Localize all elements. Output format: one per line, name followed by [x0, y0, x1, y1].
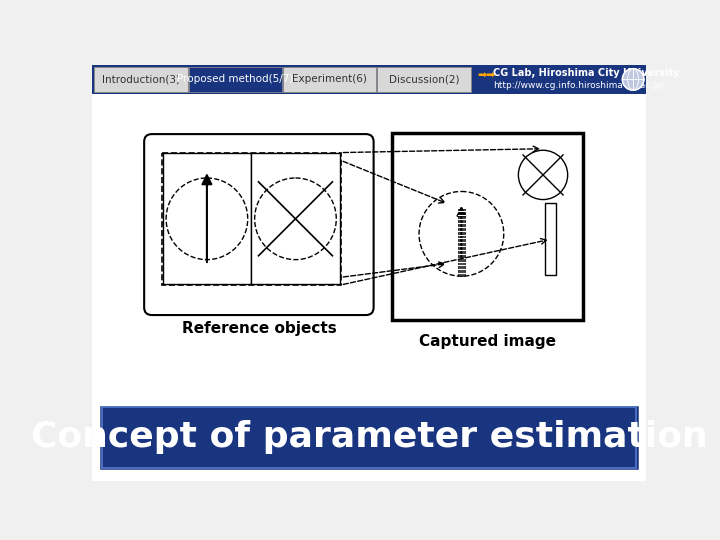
Bar	[251, 153, 340, 284]
Bar	[92, 65, 647, 94]
Text: Reference objects: Reference objects	[181, 321, 336, 336]
Bar	[392, 132, 583, 320]
Bar	[457, 209, 465, 276]
Bar	[189, 67, 282, 92]
Text: http://www.cg.info.hiroshima-cu.ac.jp/: http://www.cg.info.hiroshima-cu.ac.jp/	[493, 82, 665, 90]
Circle shape	[622, 69, 644, 90]
Bar	[162, 153, 341, 285]
Text: ➡: ➡	[477, 71, 487, 81]
Circle shape	[518, 150, 567, 200]
Text: Proposed method(5/7): Proposed method(5/7)	[177, 75, 294, 84]
Text: Introduction(3): Introduction(3)	[102, 75, 180, 84]
Bar	[98, 403, 640, 471]
Text: Discussion(2): Discussion(2)	[389, 75, 459, 84]
Text: Captured image: Captured image	[419, 334, 556, 348]
Text: CG Lab, Hiroshima City University: CG Lab, Hiroshima City University	[493, 68, 680, 78]
Bar	[163, 153, 251, 284]
Text: ➡: ➡	[485, 71, 495, 81]
Text: Concept of parameter estimation: Concept of parameter estimation	[31, 421, 707, 455]
Bar	[102, 408, 636, 468]
Bar	[545, 204, 556, 275]
Text: Experiment(6): Experiment(6)	[292, 75, 367, 84]
FancyBboxPatch shape	[144, 134, 374, 315]
Circle shape	[419, 192, 504, 276]
Bar	[94, 67, 188, 92]
Bar	[283, 67, 377, 92]
Bar	[377, 67, 471, 92]
